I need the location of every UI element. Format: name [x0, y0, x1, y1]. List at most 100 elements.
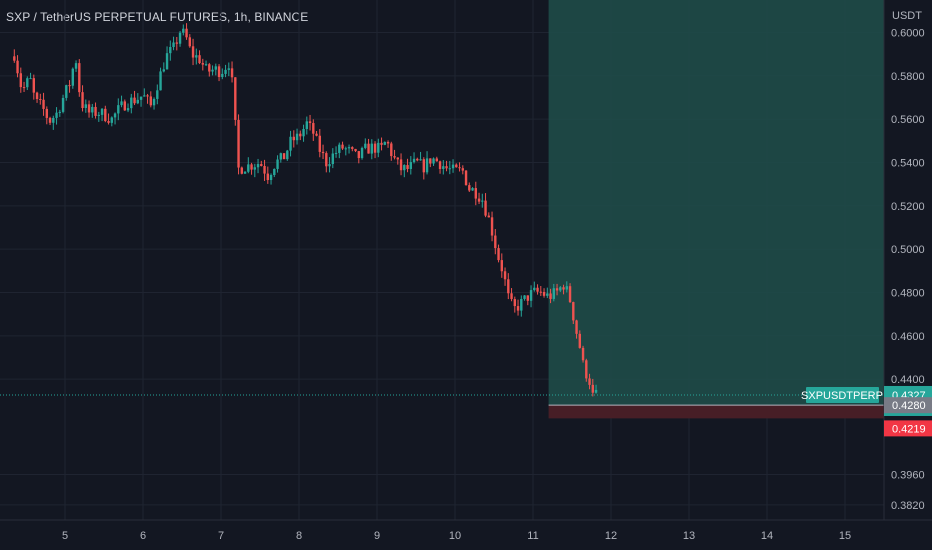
candle-body — [204, 64, 208, 66]
candle-body — [331, 153, 334, 165]
candle-body — [546, 293, 549, 296]
candle-body — [136, 99, 139, 104]
candle-body — [74, 63, 78, 69]
candle-body — [562, 287, 565, 290]
candle-body — [315, 133, 318, 136]
y-tick-label: 0.3820 — [891, 500, 925, 512]
candle-body — [302, 128, 305, 137]
candle-body — [455, 164, 458, 168]
candle-body — [165, 53, 169, 70]
candle-body — [542, 292, 546, 296]
candle-body — [13, 56, 16, 61]
candle-body — [341, 144, 344, 149]
candle-body — [435, 158, 438, 162]
candle-body — [516, 306, 520, 311]
candle-body — [185, 28, 188, 38]
candle-body — [253, 167, 256, 170]
candle-body — [178, 32, 182, 44]
candle-body — [409, 162, 412, 169]
candle-body — [364, 143, 367, 148]
position-zones[interactable] — [548, 0, 884, 419]
candle-body — [110, 117, 113, 123]
candle-body — [58, 111, 61, 113]
candle-body — [458, 167, 461, 169]
candle-body — [490, 217, 494, 236]
candle-body — [360, 147, 364, 159]
candle-body — [139, 96, 143, 100]
candle-body — [42, 99, 45, 109]
candle-body — [276, 159, 279, 169]
candle-body — [273, 168, 276, 175]
candle-body — [464, 170, 468, 186]
x-tick-label: 13 — [683, 530, 695, 542]
candle-body — [591, 384, 594, 393]
candle-body — [87, 104, 91, 113]
x-tick-label: 10 — [449, 530, 461, 542]
candle-body — [299, 133, 302, 137]
x-tick-label: 8 — [296, 530, 302, 542]
candle-body — [549, 293, 552, 299]
candle-body — [432, 158, 435, 164]
candle-body — [393, 156, 396, 158]
candle-body — [35, 92, 39, 100]
candle-body — [461, 168, 464, 171]
candle-body — [471, 188, 474, 191]
candle-body — [565, 286, 568, 290]
candle-body — [481, 200, 484, 202]
candle-body — [451, 164, 455, 169]
candle-body — [16, 60, 19, 74]
candle-body — [347, 147, 351, 149]
candle-body — [448, 168, 451, 170]
candle-body — [555, 288, 559, 291]
y-tick-label: 0.5600 — [891, 114, 925, 126]
candle-body — [230, 68, 234, 78]
price-axis[interactable]: 0.6000 0.5800 0.5600 0.5400 0.5200 0.5000 0.48… — [891, 28, 925, 512]
candle-body — [240, 167, 243, 174]
candle-body — [146, 95, 149, 97]
time-axis[interactable]: 5 6 7 8 9 10 11 12 13 14 15 — [62, 530, 851, 542]
y-tick-label: 0.5800 — [891, 71, 925, 83]
candle-body — [386, 142, 390, 144]
candles — [13, 23, 598, 397]
candle-body — [305, 121, 308, 129]
y-tick-label: 0.3960 — [891, 470, 925, 482]
candle-body — [159, 71, 162, 91]
profit-zone — [548, 0, 884, 406]
candle-body — [318, 135, 321, 152]
candle-body — [334, 152, 338, 154]
x-tick-label: 6 — [140, 530, 146, 542]
candle-body — [117, 105, 120, 114]
candle-body — [425, 158, 429, 173]
candle-body — [474, 188, 477, 199]
candle-body — [175, 42, 178, 44]
candle-body — [568, 286, 572, 303]
candle-body — [533, 287, 536, 291]
x-tick-label: 15 — [839, 530, 851, 542]
candle-body — [438, 161, 442, 169]
candle-body — [126, 108, 130, 111]
candle-body — [416, 158, 419, 161]
candle-body — [312, 123, 315, 134]
y-tick-label: 0.4800 — [891, 288, 925, 300]
candle-body — [152, 98, 156, 106]
candle-body — [338, 144, 341, 153]
candle-body — [559, 287, 562, 291]
candle-body — [552, 288, 555, 299]
candle-body — [107, 121, 110, 123]
candle-body — [328, 164, 331, 167]
candle-body — [65, 85, 68, 98]
candle-body — [575, 320, 578, 334]
candle-body — [149, 96, 152, 106]
candle-body — [26, 78, 29, 88]
candle-body — [529, 290, 533, 301]
candle-body — [487, 215, 490, 218]
x-tick-label: 14 — [761, 530, 773, 542]
candle-body — [354, 148, 357, 152]
candle-body — [581, 347, 585, 361]
candle-body — [29, 78, 32, 80]
candle-body — [295, 133, 299, 141]
candle-body — [484, 200, 487, 216]
candle-body — [526, 295, 529, 301]
